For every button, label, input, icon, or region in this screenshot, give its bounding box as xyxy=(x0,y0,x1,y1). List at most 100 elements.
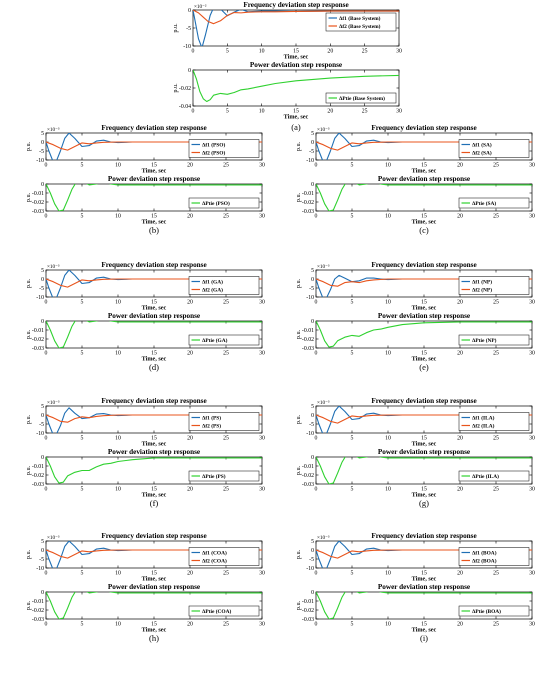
panel-label: (e) xyxy=(419,362,429,372)
y-tick-label: -0.02 xyxy=(32,608,44,614)
panel-label: (f) xyxy=(150,498,159,508)
x-tick-label: 5 xyxy=(351,163,354,169)
legend-box xyxy=(458,547,530,566)
x-tick-label: 20 xyxy=(327,109,333,115)
x-tick-label: 15 xyxy=(151,436,157,442)
x-tick-label: 30 xyxy=(259,351,265,357)
legend-box xyxy=(458,412,530,431)
legend-box xyxy=(188,470,260,482)
x-tick-label: 25 xyxy=(493,214,499,220)
legend: ΔPtie (PSO) xyxy=(188,197,260,209)
legend-box xyxy=(325,92,397,104)
x-tick-label: 15 xyxy=(421,163,427,169)
y-tick-label: -0.02 xyxy=(32,200,44,206)
y-tick-label: 0 xyxy=(311,590,314,596)
x-tick-label: 0 xyxy=(315,622,318,628)
x-tick-label: 5 xyxy=(351,436,354,442)
legend-entry: Δf2 (COA) xyxy=(202,558,227,565)
y-tick-label: 5 xyxy=(311,404,314,410)
x-tick-label: 30 xyxy=(529,214,535,220)
series-line-f2 xyxy=(316,141,532,151)
y-tick-label: -0.02 xyxy=(32,337,44,343)
y-axis-exponent: ×10⁻² xyxy=(194,4,207,10)
legend-box xyxy=(188,139,260,158)
y-axis-label: p.u. xyxy=(25,600,32,610)
y-axis-exponent: ×10⁻³ xyxy=(47,127,60,133)
y-axis-exponent: ×10⁻³ xyxy=(47,264,60,270)
y-tick-label: -0.02 xyxy=(302,337,314,343)
y-tick-label: -0.03 xyxy=(302,617,314,623)
x-axis-label: Time, sec xyxy=(412,576,437,583)
panel-label: (g) xyxy=(419,498,429,508)
panel-d: Frequency deviation step response 5 0 -5 -10… xyxy=(25,261,265,372)
series-line-ptie xyxy=(46,321,262,348)
x-tick-label: 5 xyxy=(351,300,354,306)
legend-box xyxy=(188,412,260,431)
x-tick-label: 30 xyxy=(259,214,265,220)
y-axis-label: p.u. xyxy=(25,278,32,288)
y-tick-label: 0 xyxy=(41,319,44,325)
subplot-title: Frequency deviation step response xyxy=(371,532,476,540)
subplot-title: Power deviation step response xyxy=(108,448,200,456)
series-line-ptie xyxy=(46,184,262,211)
series-group xyxy=(46,270,262,297)
y-tick-label: 0 xyxy=(41,548,44,554)
legend: ΔPtie (PS) xyxy=(188,470,260,482)
x-tick-label: 30 xyxy=(396,109,402,115)
y-tick-label: -0.02 xyxy=(32,473,44,479)
y-axis-label: p.u. xyxy=(172,23,179,33)
x-tick-label: 30 xyxy=(529,163,535,169)
x-tick-label: 30 xyxy=(259,571,265,577)
legend-entry: Δf1 (GA) xyxy=(202,279,223,286)
y-tick-label: -0.01 xyxy=(32,328,44,334)
subplot-title: Frequency deviation step response xyxy=(101,124,206,132)
y-tick-label: 0 xyxy=(188,8,191,14)
x-tick-label: 0 xyxy=(315,300,318,306)
y-tick-label: -0.02 xyxy=(179,86,191,92)
x-axis-label: Time, sec xyxy=(142,576,167,583)
subplot-title: Frequency deviation step response xyxy=(371,261,476,269)
y-tick-label: 5 xyxy=(311,539,314,545)
x-axis-label: Time, sec xyxy=(142,168,167,175)
x-tick-label: 30 xyxy=(259,487,265,493)
x-tick-label: 15 xyxy=(293,109,299,115)
x-tick-label: 5 xyxy=(226,49,229,55)
y-tick-label: -0.02 xyxy=(302,473,314,479)
x-tick-label: 25 xyxy=(223,622,229,628)
legend-box xyxy=(188,197,260,209)
x-tick-label: 25 xyxy=(493,300,499,306)
y-axis-label: p.u. xyxy=(25,414,32,424)
subplot-title: Power deviation step response xyxy=(250,61,342,69)
series-line-f2 xyxy=(316,414,532,424)
subplot-title: Frequency deviation step response xyxy=(101,397,206,405)
x-tick-label: 0 xyxy=(315,487,318,493)
y-axis-exponent: ×10⁻³ xyxy=(317,127,330,133)
legend-entry: Δf1 (PS) xyxy=(202,415,221,422)
x-tick-label: 0 xyxy=(315,351,318,357)
x-tick-label: 20 xyxy=(187,351,193,357)
x-tick-label: 20 xyxy=(187,436,193,442)
y-tick-label: 0 xyxy=(41,413,44,419)
series-group xyxy=(316,541,532,568)
y-tick-label: -5 xyxy=(186,26,191,32)
x-tick-label: 30 xyxy=(259,300,265,306)
x-tick-label: 30 xyxy=(529,300,535,306)
x-tick-label: 20 xyxy=(187,571,193,577)
x-tick-label: 0 xyxy=(315,436,318,442)
series-line-ptie xyxy=(316,592,532,619)
x-axis-label: Time, sec xyxy=(142,356,167,363)
legend: Δf1 (ILA)Δf2 (ILA) xyxy=(458,412,530,431)
legend-entry: ΔPtie (SA) xyxy=(472,200,496,207)
x-tick-label: 5 xyxy=(351,214,354,220)
y-tick-label: -10 xyxy=(306,566,314,572)
series-line-ptie xyxy=(193,70,399,103)
x-tick-label: 0 xyxy=(45,163,48,169)
x-tick-label: 0 xyxy=(45,571,48,577)
y-tick-label: -5 xyxy=(39,422,44,428)
x-axis-label: Time, sec xyxy=(412,356,437,363)
y-tick-label: 5 xyxy=(311,131,314,137)
y-axis-label: p.u. xyxy=(295,192,302,202)
y-tick-label: -0.03 xyxy=(302,209,314,215)
series-group xyxy=(316,406,532,433)
